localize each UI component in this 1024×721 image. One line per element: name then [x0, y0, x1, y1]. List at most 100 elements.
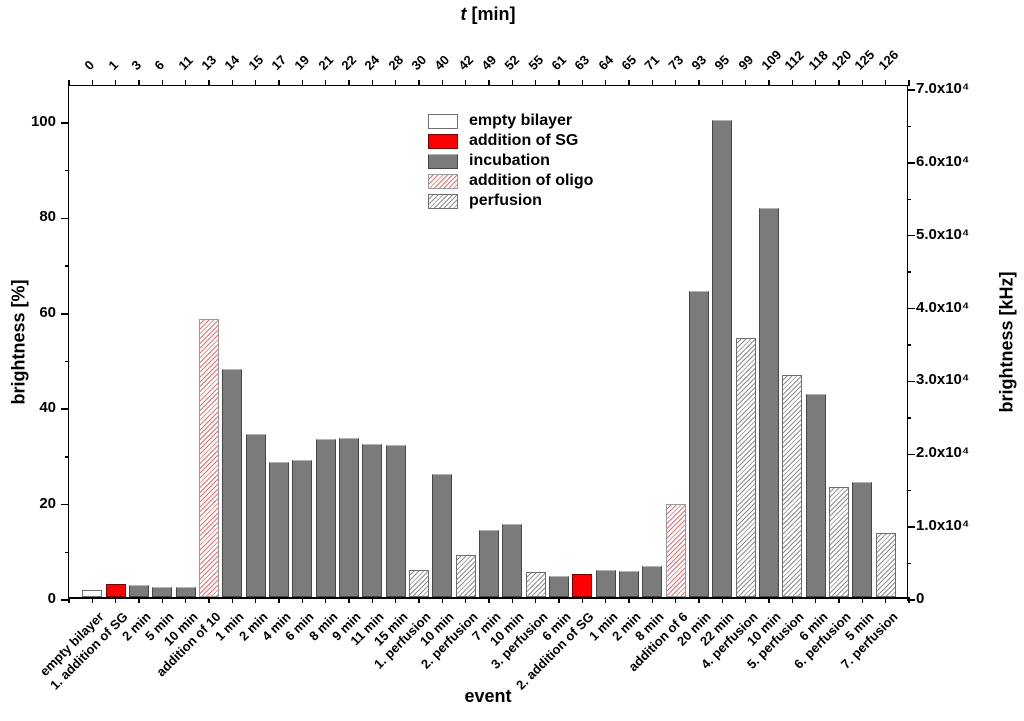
left-tick-label: 60: [39, 303, 56, 321]
left-tick-label: 80: [39, 208, 56, 226]
bar-incubation: [689, 291, 709, 597]
top-axis-tick: [884, 80, 887, 86]
top-axis-tick: [161, 80, 164, 86]
x-axis-tick: [161, 597, 164, 603]
x-axis-tick: [138, 597, 140, 603]
bar-perfusion: [525, 572, 546, 597]
top-tick-label-minutes: 109: [758, 47, 785, 73]
right-tick-label: 7.0x10⁴: [916, 80, 970, 97]
x-axis-tick: [208, 597, 210, 603]
top-axis-tick: [441, 80, 444, 86]
top-axis-tick: [604, 80, 607, 86]
legend-item-oligo: addition of oligo: [428, 171, 593, 191]
bar-incubation: [245, 434, 266, 597]
x-axis-tick: [581, 597, 584, 603]
bar-incubation: [432, 474, 453, 597]
top-tick-label-minutes: 13: [198, 52, 220, 73]
top-tick-label-minutes: 99: [735, 52, 756, 73]
left-axis-major-tick: [61, 217, 69, 220]
top-tick-label-minutes: 6: [151, 57, 168, 73]
x-axis-tick: [418, 597, 420, 603]
top-tick-label-minutes: 15: [245, 52, 266, 73]
top-tick-label-minutes: 42: [455, 52, 476, 73]
top-axis-tick: [114, 80, 117, 86]
top-tick-label-minutes: 19: [291, 52, 313, 73]
bar-perfusion: [455, 555, 476, 597]
top-tick-label-minutes: 3: [128, 57, 145, 73]
right-tick-label: 4.0x10⁴: [916, 298, 970, 316]
x-axis-title: event: [464, 686, 512, 706]
x-axis-tick: [278, 597, 280, 603]
x-axis-tick: [231, 597, 234, 603]
top-axis-tick: [628, 80, 630, 86]
x-axis-tick: [604, 597, 607, 603]
top-axis-title: t [min]: [68, 4, 908, 25]
bar-incubation: [152, 587, 173, 597]
left-axis-minor-tick: [65, 456, 69, 458]
right-axis-minor-tick: [907, 489, 911, 492]
bar-sg: [572, 574, 593, 597]
top-tick-label-minutes: 17: [268, 52, 290, 73]
x-axis-tick: [721, 597, 724, 603]
x-axis-tick: [838, 597, 840, 603]
right-tick-label: 6.0x10⁴: [916, 152, 970, 170]
right-axis-major-tick: [907, 380, 915, 383]
x-axis-tick: [348, 597, 350, 603]
bar-incubation: [479, 530, 499, 597]
x-axis-tick: [114, 597, 117, 603]
top-axis-title-variable: t: [460, 4, 467, 24]
bar-oligo: [199, 319, 219, 597]
top-tick-label-minutes: 22: [338, 52, 360, 73]
x-axis-tick: [371, 597, 374, 603]
left-axis-major-tick: [61, 503, 69, 506]
x-axis-tick: [394, 597, 397, 603]
x-axis-tick: [488, 597, 490, 603]
top-tick-label-minutes: 112: [781, 47, 808, 73]
right-y-axis-title: brightness [kHz]: [996, 271, 1017, 413]
top-axis-tick: [371, 80, 374, 86]
left-y-axis-title: brightness [%]: [8, 279, 29, 405]
top-axis-title-unit: [min]: [466, 4, 516, 24]
legend-label: perfusion: [469, 192, 542, 209]
left-axis-minor-tick: [65, 265, 69, 267]
right-tick-label: 1.0x10⁴: [916, 517, 970, 535]
right-axis-major-tick: [907, 89, 915, 91]
bar-incubation: [269, 462, 289, 597]
top-tick-label-minutes: 0: [81, 57, 98, 73]
right-axis-minor-tick: [907, 198, 911, 201]
bar-incubation: [642, 566, 663, 597]
right-axis-major-tick: [907, 162, 915, 164]
top-tick-label-minutes: 125: [851, 47, 878, 73]
legend-item-incubation: incubation: [428, 151, 593, 171]
top-tick-label-minutes: 73: [665, 52, 686, 73]
bar-perfusion: [409, 570, 429, 597]
top-tick-label-minutes: 95: [711, 52, 733, 73]
x-axis-tick: [744, 597, 747, 603]
legend-label: addition of SG: [469, 132, 579, 149]
top-axis-tick: [698, 80, 700, 86]
bar-incubation: [595, 570, 616, 597]
legend-item-empty: empty bilayer: [428, 111, 593, 131]
top-tick-label-minutes: 28: [385, 52, 406, 73]
top-axis-tick: [791, 80, 794, 86]
top-axis-tick: [324, 80, 327, 86]
legend-swatch-empty: [428, 113, 458, 129]
top-tick-label-minutes: 49: [478, 52, 500, 73]
top-axis-tick: [838, 80, 840, 86]
x-axis-tick: [511, 597, 514, 603]
x-axis-tick: [91, 597, 94, 603]
top-axis-tick: [278, 80, 280, 86]
right-axis-minor-tick: [907, 125, 911, 128]
top-axis-tick: [908, 80, 910, 86]
bar-incubation: [339, 438, 359, 597]
top-axis-tick: [651, 80, 654, 86]
right-axis-minor-tick: [907, 271, 911, 273]
x-axis-tick: [534, 597, 537, 603]
bar-incubation: [759, 208, 779, 597]
top-axis-tick: [861, 80, 864, 86]
top-axis-tick: [254, 80, 257, 86]
x-axis-tick: [441, 597, 444, 603]
right-tick-label: 5.0x10⁴: [916, 225, 970, 243]
right-axis-major-tick: [907, 307, 915, 310]
top-axis-tick: [464, 80, 467, 86]
